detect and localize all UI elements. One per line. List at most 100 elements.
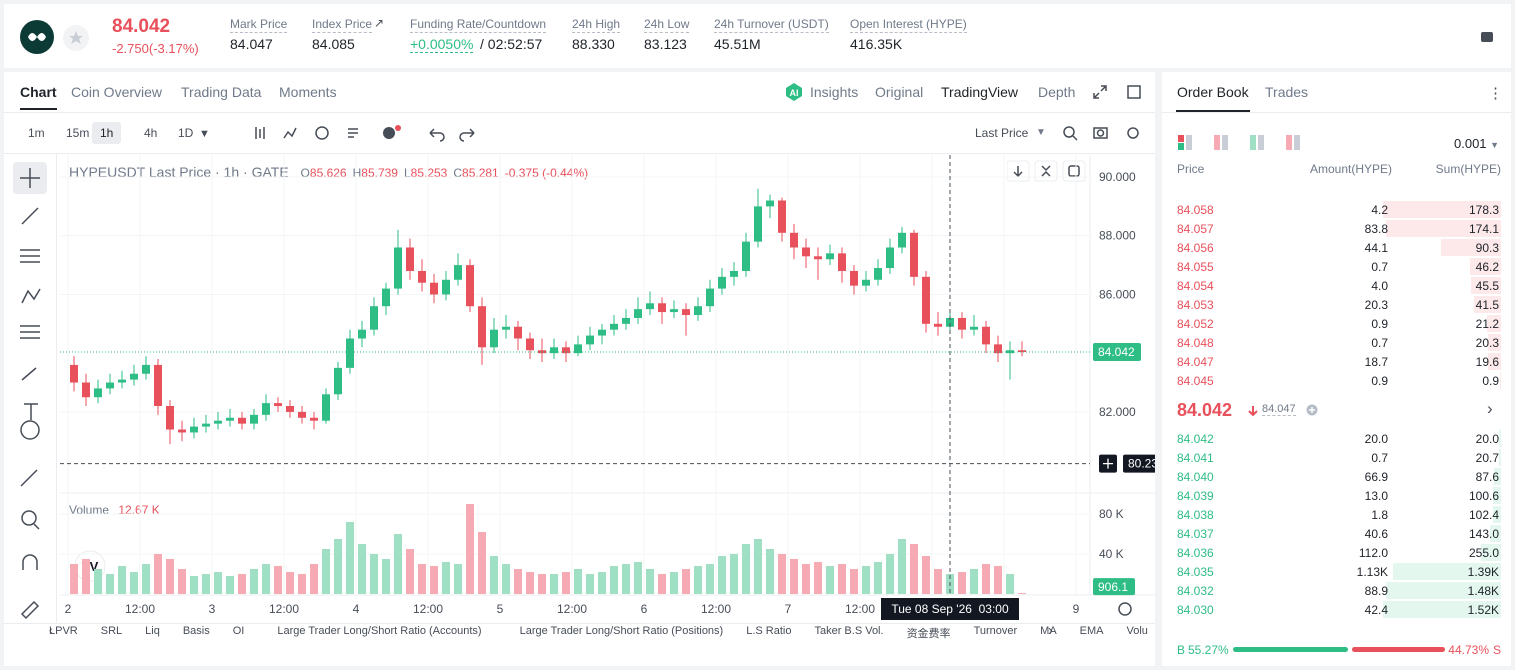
indicator-button[interactable]: Large Trader Long/Short Ratio (Accounts) bbox=[277, 625, 482, 637]
book-amount: 1.13K bbox=[1356, 565, 1388, 579]
interval-dropdown[interactable]: ▼ bbox=[199, 128, 210, 140]
collapse-tab[interactable]: ‹ bbox=[49, 625, 53, 637]
book-price[interactable]: 84.032 bbox=[1177, 584, 1214, 598]
last-price-tag-bg bbox=[1093, 342, 1141, 361]
book-tab[interactable]: Order Book bbox=[1177, 84, 1249, 100]
book-amount: 0.9 bbox=[1371, 317, 1388, 331]
book-price[interactable]: 84.042 bbox=[1177, 432, 1214, 446]
book-price[interactable]: 84.047 bbox=[1177, 355, 1214, 369]
price-source-dropdown[interactable]: ▼ bbox=[1036, 127, 1046, 138]
indicator-button[interactable]: L.S Ratio bbox=[746, 625, 792, 637]
candle-body bbox=[958, 317, 966, 330]
book-price[interactable]: 84.040 bbox=[1177, 470, 1214, 484]
volume-tick-label: 80 K bbox=[1099, 507, 1124, 521]
book-price[interactable]: 84.038 bbox=[1177, 508, 1214, 522]
book-price[interactable]: 84.052 bbox=[1177, 317, 1214, 331]
view-tab[interactable]: TradingView bbox=[941, 84, 1019, 100]
indicator-button[interactable]: Volu bbox=[1126, 625, 1148, 637]
book-price[interactable]: 84.030 bbox=[1177, 603, 1214, 617]
active-tab-indicator bbox=[1176, 110, 1250, 112]
view-tab[interactable]: Insights bbox=[810, 84, 859, 100]
settings-icon[interactable] bbox=[1478, 28, 1496, 46]
chart-tab[interactable]: Moments bbox=[279, 84, 337, 100]
volume-bar bbox=[622, 564, 630, 594]
indicator-button[interactable]: Taker B.S Vol. bbox=[814, 625, 884, 637]
chart-tab[interactable]: Trading Data bbox=[181, 84, 262, 100]
book-sum: 20.7 bbox=[1475, 451, 1499, 465]
chart-tab[interactable]: Chart bbox=[20, 84, 57, 110]
ratio-buy-key: B bbox=[1177, 643, 1186, 657]
candle-body bbox=[898, 232, 906, 248]
divider bbox=[56, 153, 57, 623]
book-price[interactable]: 84.057 bbox=[1177, 222, 1214, 236]
book-price[interactable]: 84.041 bbox=[1177, 451, 1214, 465]
indicator-button[interactable]: EMA bbox=[1079, 625, 1104, 637]
volume-bar bbox=[994, 566, 1002, 594]
book-price[interactable]: 84.045 bbox=[1177, 374, 1214, 388]
drawing-toolbar bbox=[13, 162, 47, 620]
volume-bar bbox=[802, 564, 810, 594]
crosshair-price: 80.238 bbox=[1128, 457, 1155, 471]
interval-button[interactable]: 1m bbox=[28, 126, 45, 140]
candle-body bbox=[514, 326, 522, 339]
expand-arrow[interactable]: › bbox=[1487, 399, 1493, 418]
candle-body bbox=[586, 335, 594, 345]
indicator-button[interactable]: Liq bbox=[145, 625, 160, 637]
book-tab[interactable]: Trades bbox=[1265, 84, 1309, 100]
book-price[interactable]: 84.055 bbox=[1177, 260, 1214, 274]
book-sum: 1.48K bbox=[1467, 584, 1499, 598]
book-price[interactable]: 84.048 bbox=[1177, 336, 1214, 350]
book-sum: 1.39K bbox=[1467, 565, 1499, 579]
y-tick-label: 82.000 bbox=[1099, 405, 1136, 419]
volume-bar bbox=[70, 564, 78, 594]
volume-bar bbox=[958, 572, 966, 594]
book-price[interactable]: 84.036 bbox=[1177, 546, 1214, 560]
legend-key: O bbox=[300, 166, 310, 180]
book-price[interactable]: 84.054 bbox=[1177, 279, 1214, 293]
book-price[interactable]: 84.037 bbox=[1177, 527, 1214, 541]
window-icon[interactable] bbox=[1126, 84, 1142, 100]
indicator-button[interactable]: OI bbox=[232, 625, 245, 637]
volume-bar bbox=[526, 572, 534, 594]
volume-bar bbox=[778, 554, 786, 594]
book-price[interactable]: 84.058 bbox=[1177, 203, 1214, 217]
candle-body bbox=[1006, 350, 1014, 354]
x-tick-label: 2 bbox=[65, 602, 72, 616]
book-price[interactable]: 84.053 bbox=[1177, 298, 1214, 312]
indicator-scroll[interactable]: › bbox=[1048, 622, 1053, 639]
price-source[interactable]: Last Price bbox=[975, 126, 1029, 140]
depth-bar bbox=[1473, 296, 1501, 313]
book-amount: 42.4 bbox=[1364, 603, 1388, 617]
precision-select[interactable]: 0.001 ▼ bbox=[1454, 136, 1500, 151]
volume-bar bbox=[274, 566, 282, 594]
book-price[interactable]: 84.039 bbox=[1177, 489, 1214, 503]
interval-button[interactable]: 1D bbox=[178, 126, 194, 140]
book-price[interactable]: 84.035 bbox=[1177, 565, 1214, 579]
indicator-button[interactable]: Large Trader Long/Short Ratio (Positions… bbox=[519, 625, 724, 637]
book-price[interactable]: 84.056 bbox=[1177, 241, 1214, 255]
interval-button[interactable]: 15m bbox=[66, 126, 90, 140]
volume-bar bbox=[1006, 574, 1014, 594]
indicator-button[interactable]: MA bbox=[1040, 625, 1057, 637]
candle-body bbox=[706, 288, 714, 307]
view-tab[interactable]: Depth bbox=[1038, 84, 1076, 100]
favorite-button[interactable] bbox=[62, 24, 90, 52]
depth-bar bbox=[1499, 430, 1501, 447]
interval-button[interactable]: 4h bbox=[144, 126, 158, 140]
volume-bar bbox=[130, 572, 138, 594]
chart-tab[interactable]: Coin Overview bbox=[71, 84, 163, 100]
indicator-button[interactable]: Turnover bbox=[973, 625, 1018, 637]
interval-button[interactable]: 1h bbox=[92, 122, 122, 144]
candle-body bbox=[430, 282, 438, 295]
volume-bar bbox=[694, 566, 702, 594]
indicator-button[interactable]: 资金费率 bbox=[906, 628, 951, 640]
more-menu[interactable]: ⋮ bbox=[1488, 85, 1503, 102]
view-tab[interactable]: Original bbox=[875, 84, 924, 100]
indicator-button[interactable]: Basis bbox=[182, 625, 210, 637]
indicator-button[interactable]: LPVR bbox=[49, 625, 78, 637]
volume-bar bbox=[898, 539, 906, 594]
fullscreen-icon[interactable] bbox=[1092, 84, 1108, 100]
volume-bar bbox=[538, 574, 546, 594]
indicator-button[interactable]: SRL bbox=[100, 625, 123, 637]
indicator-bar: LPVR SRL Liq Basis OI Large Trader Long/Short… bbox=[49, 625, 1171, 641]
